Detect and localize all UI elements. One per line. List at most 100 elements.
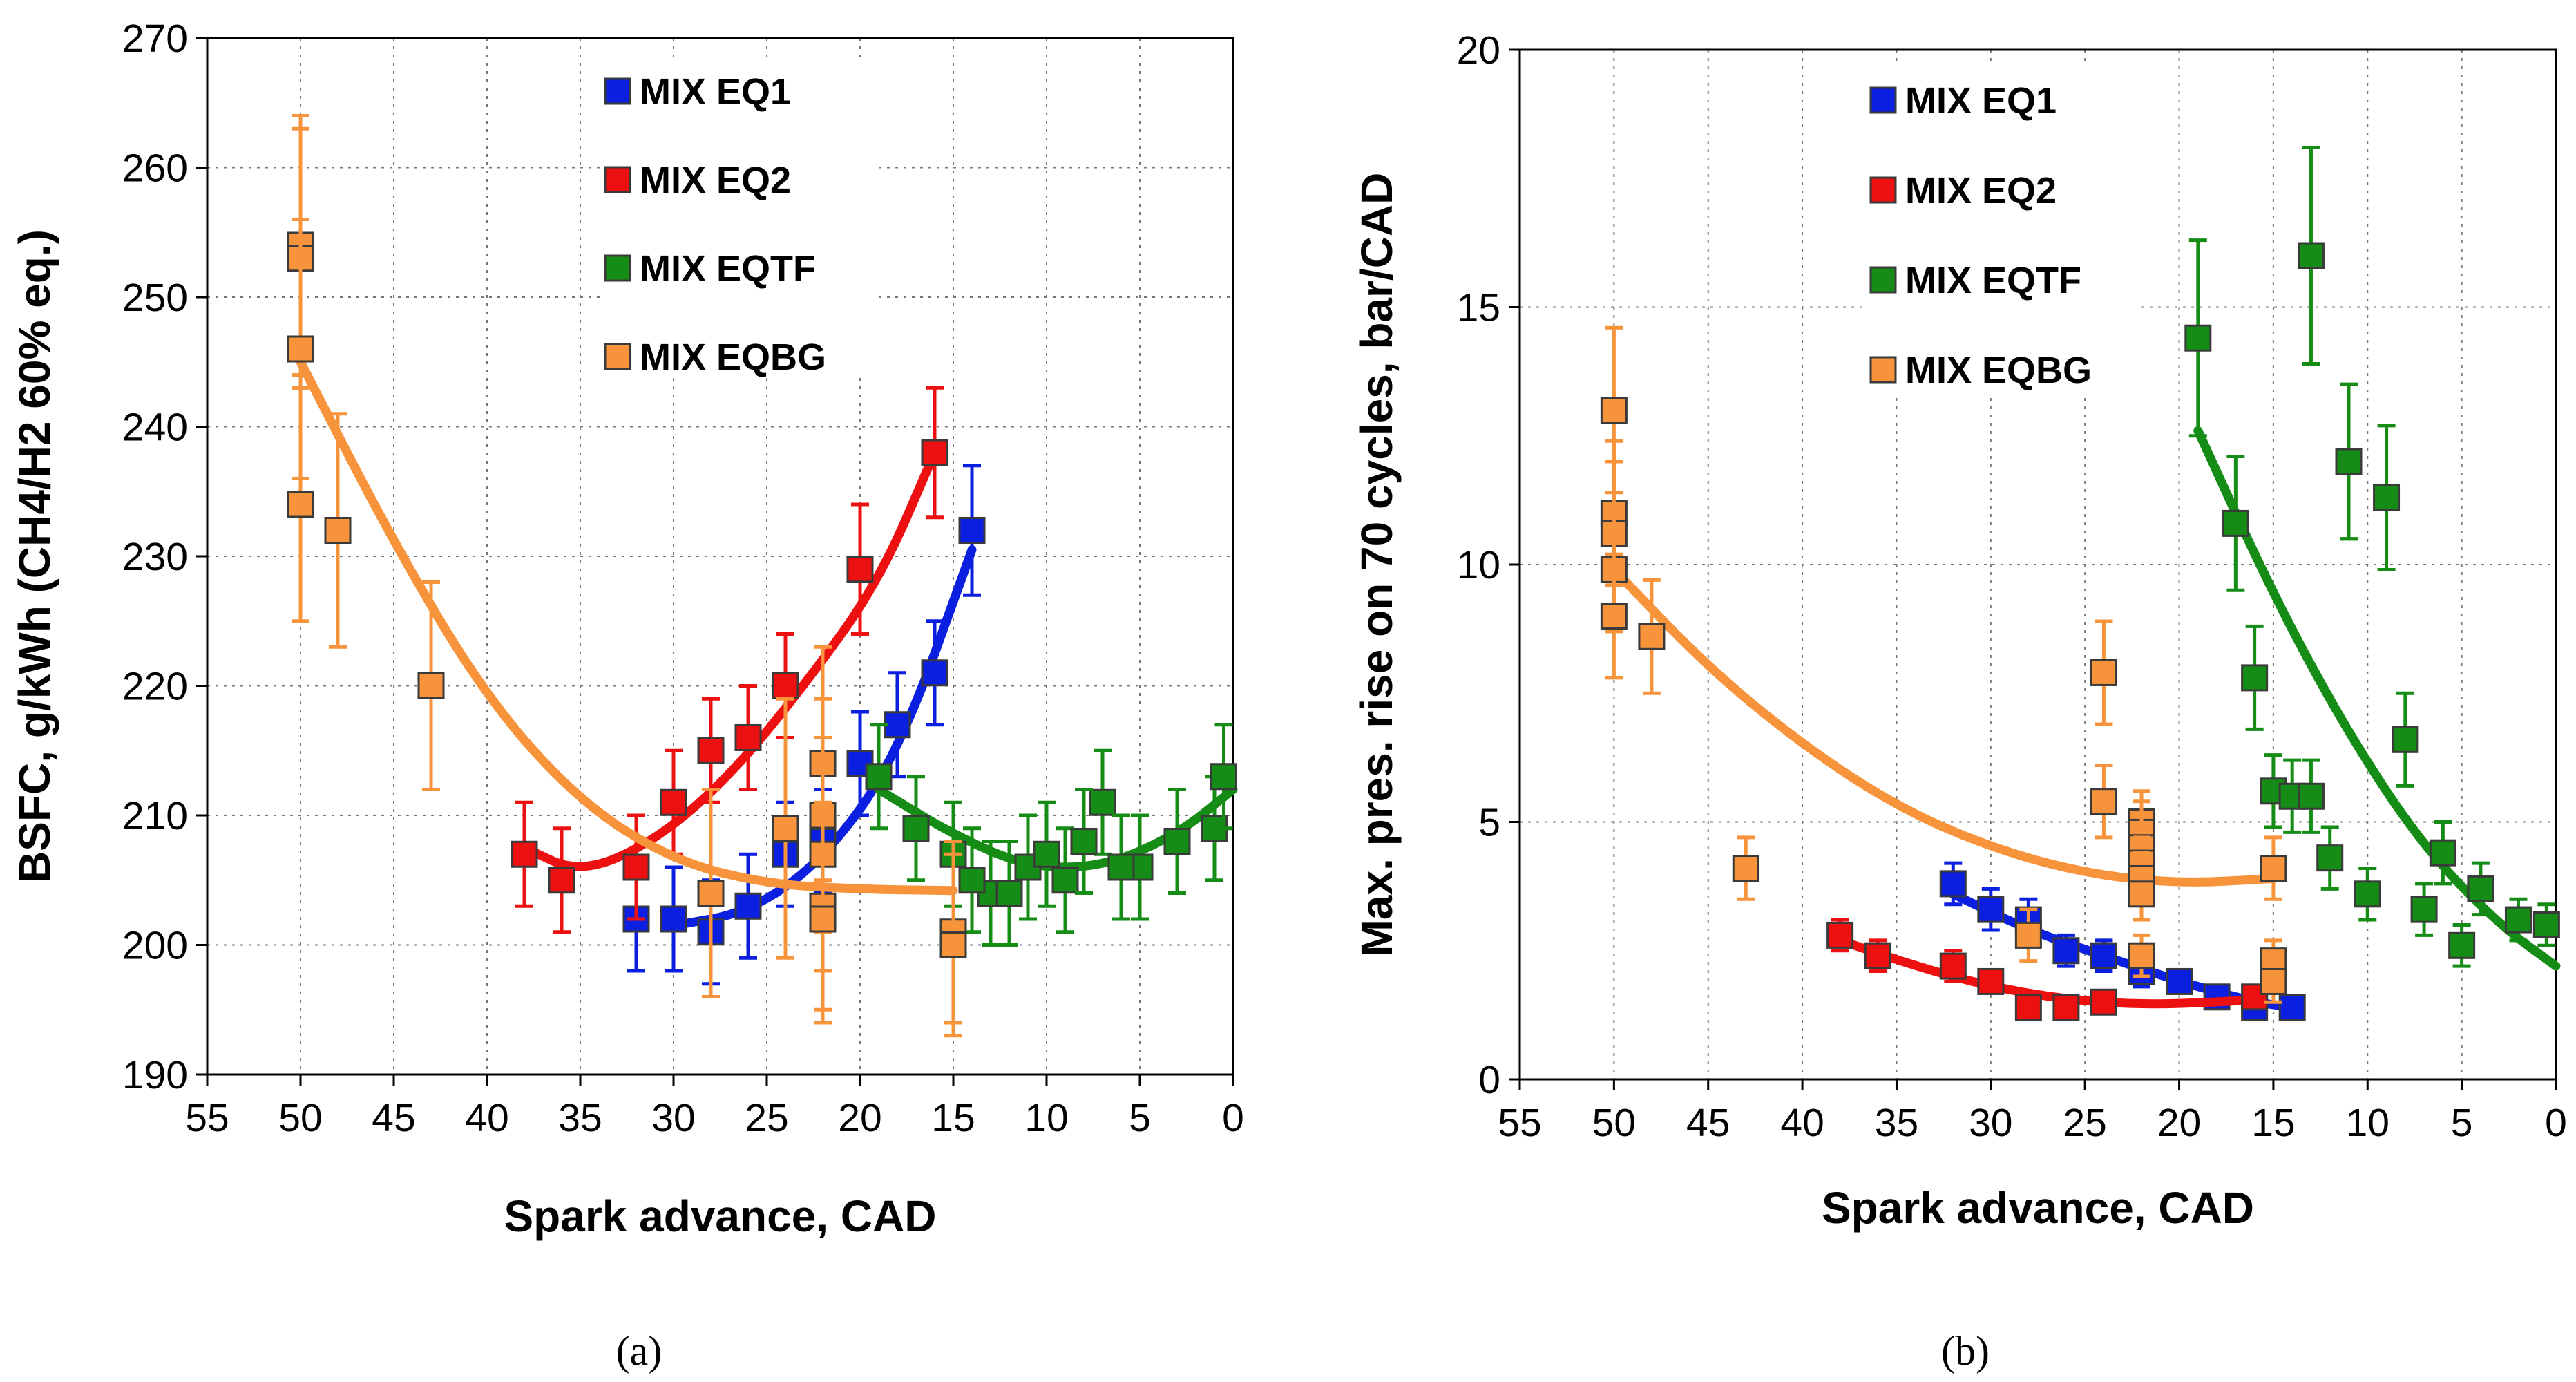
x-tick-label: 35 xyxy=(558,1096,602,1140)
y-tick-label: 210 xyxy=(122,794,188,838)
data-point xyxy=(734,892,762,920)
data-point xyxy=(2467,875,2494,902)
y-axis-title: BSFC, g/kWh (CH4/H2 60% eq.) xyxy=(10,229,59,883)
data-point xyxy=(1033,840,1060,868)
y-axis-title: Max. pres. rise on 70 cycles, bar/CAD xyxy=(1352,173,1402,957)
legend-swatch xyxy=(604,166,631,193)
data-point xyxy=(287,335,314,363)
legend-label: MIX EQ2 xyxy=(640,160,791,201)
data-point xyxy=(697,880,725,907)
legend-label: MIX EQTF xyxy=(1905,260,2081,301)
data-point xyxy=(287,491,314,518)
y-tick-label: 5 xyxy=(1478,801,1500,845)
data-point xyxy=(417,672,445,699)
x-tick-label: 0 xyxy=(2545,1101,2567,1145)
legend: MIX EQ1 MIX EQ2 MIX EQTF MIX EQBG xyxy=(600,57,876,378)
x-tick-label: 5 xyxy=(2451,1101,2473,1145)
data-point xyxy=(2316,844,2344,872)
x-tick-label: 55 xyxy=(1498,1101,1541,1145)
legend-box xyxy=(600,57,876,375)
y-tick-label: 15 xyxy=(1457,286,1500,330)
data-point xyxy=(846,556,874,583)
legend-label: MIX EQ2 xyxy=(1905,170,2057,211)
legend-swatch xyxy=(1869,86,1897,114)
data-point xyxy=(921,439,948,466)
data-point xyxy=(2014,921,2042,949)
data-point xyxy=(2184,324,2212,352)
legend-label: MIX EQTF xyxy=(640,248,816,290)
data-point xyxy=(2504,906,2532,934)
data-point xyxy=(2532,911,2560,938)
legend-swatch xyxy=(1869,266,1897,294)
data-point xyxy=(660,905,687,933)
legend-swatch xyxy=(604,254,631,282)
panel-label: (a) xyxy=(616,1328,662,1374)
data-point xyxy=(939,931,967,958)
fit-curve xyxy=(1609,565,2278,887)
data-point xyxy=(2052,994,2080,1021)
data-point xyxy=(1826,921,1854,949)
data-point xyxy=(2278,994,2306,1021)
data-point xyxy=(884,711,911,739)
data-point xyxy=(958,867,986,894)
y-tick-label: 270 xyxy=(122,17,188,61)
data-point xyxy=(622,853,650,881)
panel-label: (b) xyxy=(1941,1328,1990,1374)
series-mix-eqtf xyxy=(865,723,1238,947)
legend-swatch xyxy=(604,343,631,370)
data-point xyxy=(2260,967,2287,995)
x-tick-label: 35 xyxy=(1875,1101,1918,1145)
legend-label: MIX EQBG xyxy=(1905,350,2092,391)
x-tick-label: 40 xyxy=(1780,1101,1824,1145)
data-point xyxy=(1070,828,1098,855)
x-axis-title: Spark advance, CAD xyxy=(504,1191,936,1241)
fit-curve xyxy=(669,545,977,930)
y-tick-label: 190 xyxy=(122,1053,188,1097)
data-point xyxy=(2128,880,2155,908)
data-point xyxy=(2354,880,2381,908)
data-point xyxy=(324,517,352,544)
legend-label: MIX EQBG xyxy=(640,337,826,378)
y-tick-label: 10 xyxy=(1457,543,1500,587)
x-tick-label: 45 xyxy=(1686,1101,1730,1145)
x-tick-label: 25 xyxy=(2063,1101,2106,1145)
y-tick-label: 0 xyxy=(1478,1058,1500,1102)
x-tick-label: 55 xyxy=(185,1096,229,1140)
legend-box xyxy=(1865,66,2141,397)
data-point xyxy=(1089,788,1116,816)
x-tick-label: 25 xyxy=(745,1096,788,1140)
data-point xyxy=(2128,942,2155,969)
x-tick-label: 0 xyxy=(1222,1096,1244,1140)
data-point xyxy=(2260,855,2287,882)
series-mix-eq2 xyxy=(1826,918,2269,1021)
x-tick-label: 50 xyxy=(278,1096,322,1140)
data-point xyxy=(772,815,799,842)
data-point xyxy=(2090,788,2117,815)
data-point xyxy=(511,840,538,868)
data-point xyxy=(2297,242,2325,269)
series-mix-eqbg xyxy=(287,114,967,1038)
legend-label: MIX EQ1 xyxy=(640,71,791,113)
data-point xyxy=(1163,828,1191,855)
series-mix-eqtf xyxy=(2184,146,2561,971)
data-point xyxy=(2090,942,2117,969)
y-tick-label: 20 xyxy=(1457,28,1500,73)
data-point xyxy=(1638,623,1666,650)
data-point xyxy=(958,517,986,544)
data-point xyxy=(1732,855,1759,882)
data-point xyxy=(734,724,762,751)
data-point xyxy=(697,737,725,764)
series-mix-eq1 xyxy=(622,464,986,986)
data-point xyxy=(1977,896,2005,923)
data-point xyxy=(2090,659,2117,686)
data-point xyxy=(1939,952,1967,980)
y-tick-label: 250 xyxy=(122,276,188,320)
x-tick-label: 15 xyxy=(931,1096,975,1140)
x-tick-label: 5 xyxy=(1129,1096,1151,1140)
data-point xyxy=(1107,853,1135,881)
y-tick-label: 240 xyxy=(122,406,188,450)
y-tick-label: 260 xyxy=(122,146,188,191)
legend-swatch xyxy=(1869,356,1897,384)
data-point xyxy=(2014,994,2042,1021)
